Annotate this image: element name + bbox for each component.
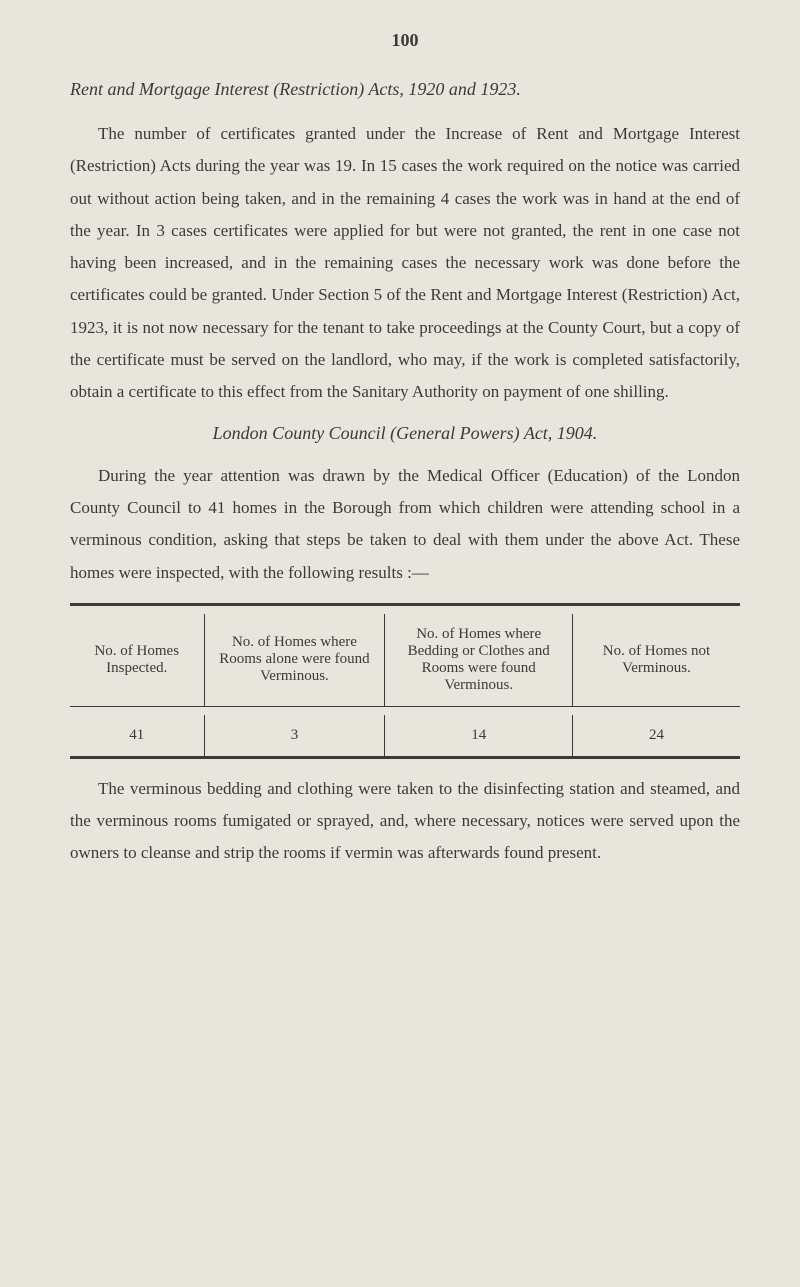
section2-paragraph2: The verminous bedding and clothing were … [70,773,740,870]
table-header-row: No. of Homes Inspected. No. of Homes whe… [70,614,740,706]
table-bottom-rule [70,756,740,759]
table-cell-1: 41 [70,715,204,756]
table-cell-2: 3 [204,715,385,756]
section1-paragraph: The number of certificates granted under… [70,118,740,409]
table-header-4: No. of Homes not Verminous. [572,614,740,706]
table-mid-rule [70,706,740,707]
table-top-rule [70,603,740,606]
table-cell-3: 14 [385,715,573,756]
page-number: 100 [70,30,740,51]
results-table: No. of Homes Inspected. No. of Homes whe… [70,614,740,706]
section1-title: Rent and Mortgage Interest (Restriction)… [70,79,740,100]
section2-paragraph1: During the year attention was drawn by t… [70,460,740,589]
table-cell-4: 24 [572,715,740,756]
table-header-2: No. of Homes where Rooms alone were foun… [204,614,385,706]
table-header-1: No. of Homes Inspected. [70,614,204,706]
section2-title: London County Council (General Powers) A… [70,423,740,444]
table-row: 41 3 14 24 [70,715,740,756]
table-header-3: No. of Homes where Bedding or Clothes an… [385,614,573,706]
results-table-body: 41 3 14 24 [70,715,740,756]
